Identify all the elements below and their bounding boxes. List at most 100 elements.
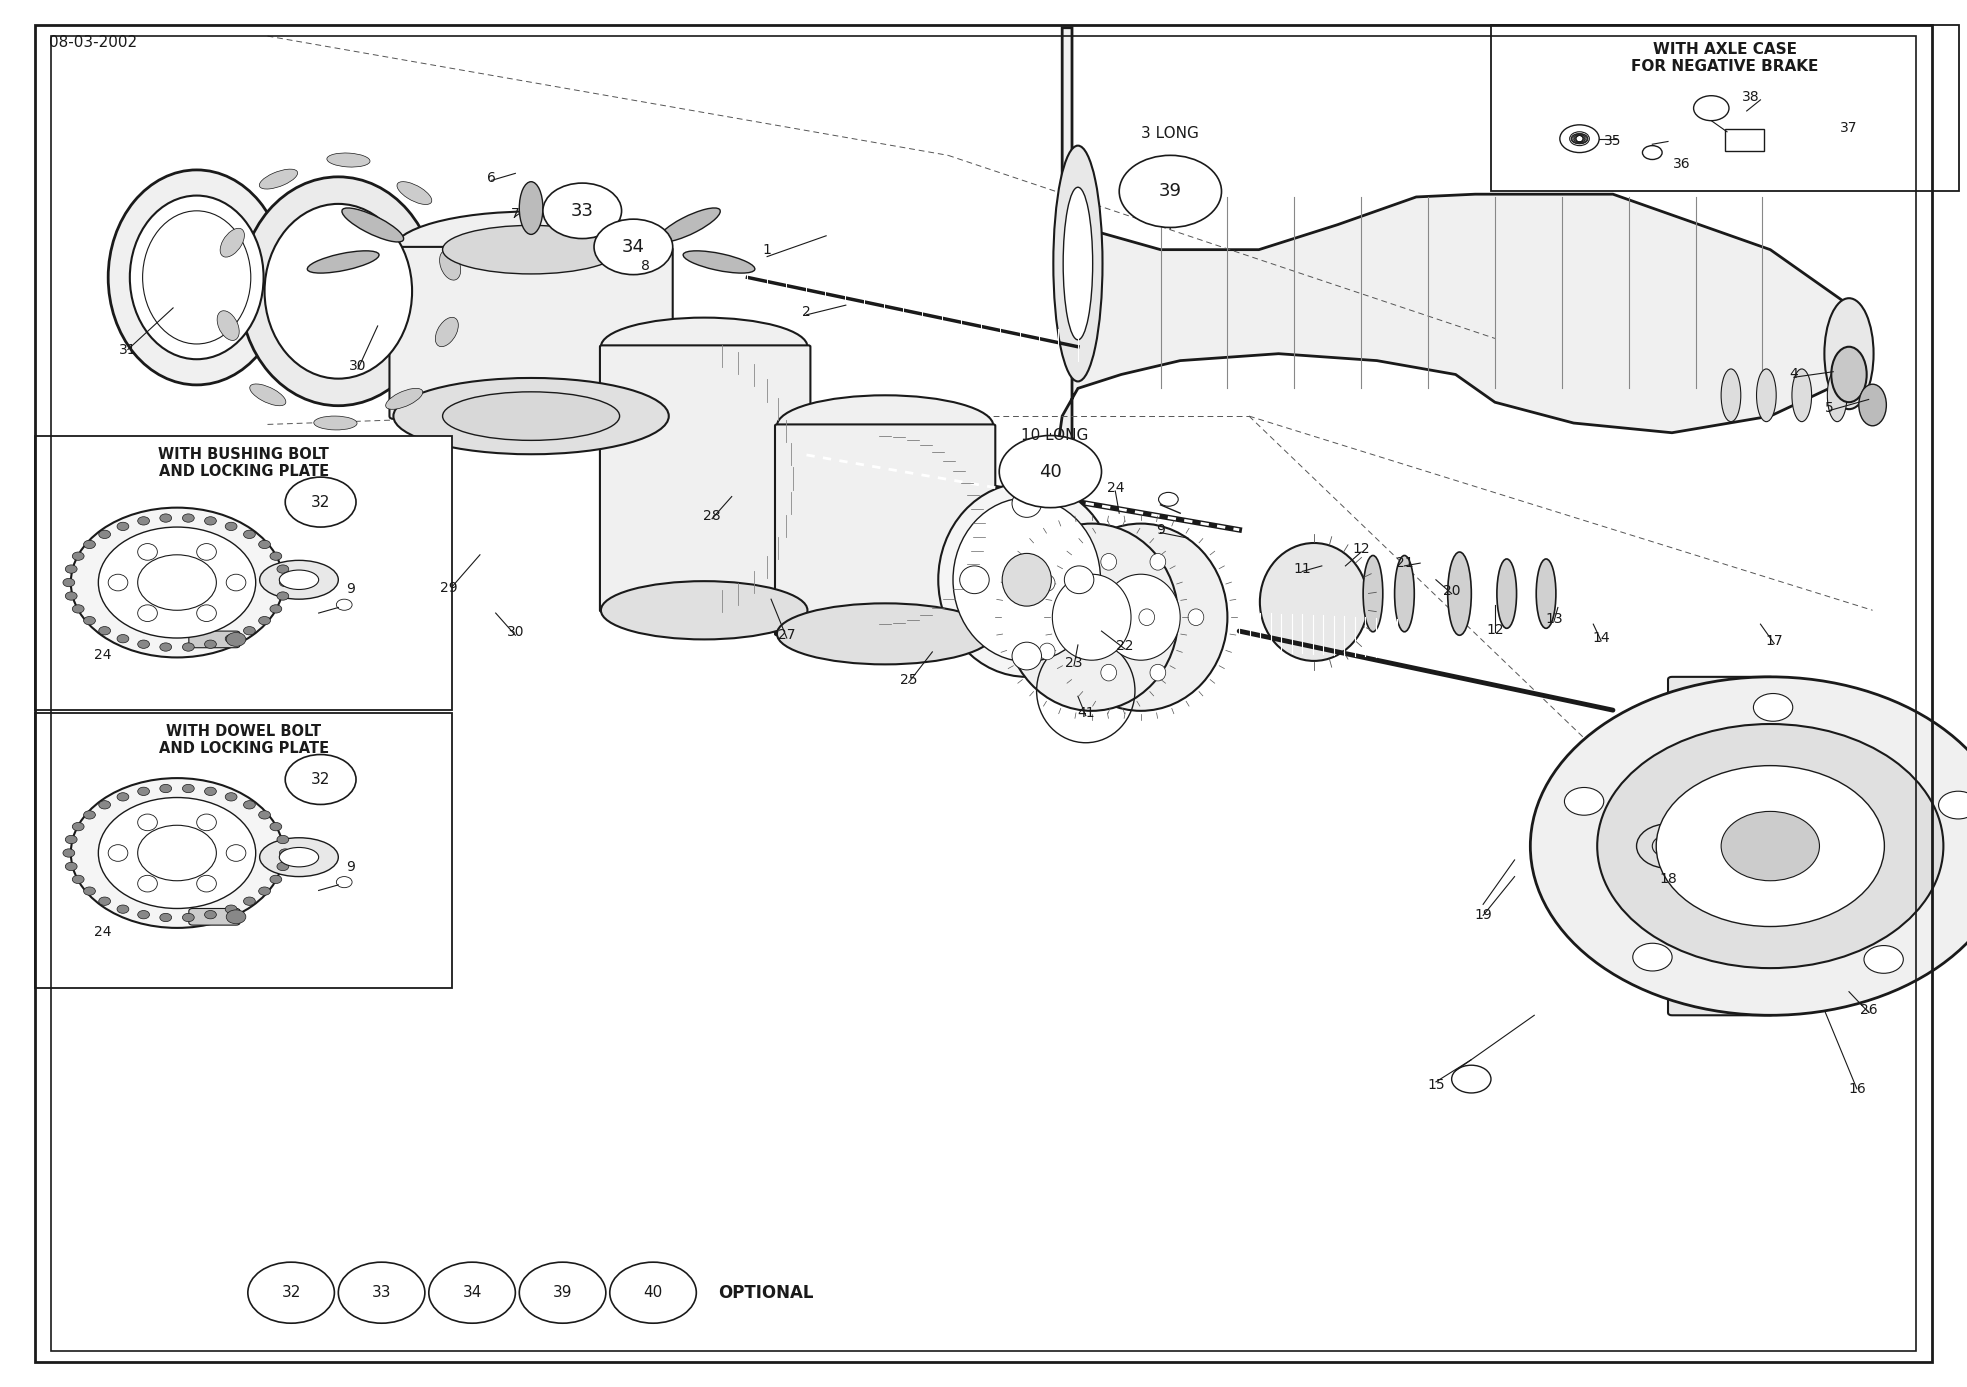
Circle shape bbox=[118, 523, 130, 531]
Text: 12: 12 bbox=[1353, 542, 1369, 556]
Ellipse shape bbox=[220, 229, 244, 257]
Circle shape bbox=[258, 886, 269, 895]
Ellipse shape bbox=[1859, 384, 1886, 426]
FancyBboxPatch shape bbox=[389, 247, 673, 419]
Text: 1: 1 bbox=[763, 243, 771, 257]
Ellipse shape bbox=[777, 395, 993, 456]
FancyBboxPatch shape bbox=[189, 908, 240, 925]
Ellipse shape bbox=[600, 581, 806, 639]
Ellipse shape bbox=[279, 847, 319, 867]
Circle shape bbox=[159, 642, 171, 651]
Circle shape bbox=[138, 517, 149, 526]
Circle shape bbox=[1633, 943, 1672, 971]
Text: 39: 39 bbox=[553, 1286, 572, 1300]
Ellipse shape bbox=[108, 574, 128, 591]
Ellipse shape bbox=[138, 544, 157, 560]
Ellipse shape bbox=[386, 388, 423, 409]
Ellipse shape bbox=[216, 311, 240, 340]
Circle shape bbox=[258, 811, 269, 820]
Text: 13: 13 bbox=[1546, 612, 1562, 626]
Circle shape bbox=[248, 1262, 334, 1323]
Circle shape bbox=[205, 788, 216, 796]
Text: 32: 32 bbox=[281, 1286, 301, 1300]
Text: 28: 28 bbox=[704, 509, 720, 523]
Text: 30: 30 bbox=[507, 626, 523, 639]
Text: 17: 17 bbox=[1766, 634, 1782, 648]
Ellipse shape bbox=[938, 483, 1115, 677]
Text: OPTIONAL: OPTIONAL bbox=[718, 1284, 814, 1301]
Ellipse shape bbox=[1039, 644, 1054, 660]
Text: 24: 24 bbox=[94, 648, 110, 662]
Text: 40: 40 bbox=[1039, 463, 1062, 480]
Ellipse shape bbox=[1011, 490, 1043, 517]
Ellipse shape bbox=[1139, 609, 1155, 626]
Text: 30: 30 bbox=[350, 359, 366, 373]
Ellipse shape bbox=[1062, 187, 1094, 340]
Text: 40: 40 bbox=[643, 1286, 663, 1300]
Circle shape bbox=[338, 1262, 425, 1323]
Text: 25: 25 bbox=[901, 673, 917, 687]
Circle shape bbox=[65, 592, 77, 601]
Circle shape bbox=[226, 632, 246, 646]
Text: 9: 9 bbox=[1157, 523, 1164, 537]
Circle shape bbox=[71, 508, 283, 657]
Ellipse shape bbox=[1823, 298, 1873, 409]
Bar bbox=[35, 713, 452, 988]
Circle shape bbox=[1721, 811, 1819, 881]
Circle shape bbox=[98, 798, 256, 908]
Ellipse shape bbox=[197, 875, 216, 892]
Text: 22: 22 bbox=[1117, 639, 1133, 653]
Ellipse shape bbox=[393, 211, 669, 287]
Ellipse shape bbox=[393, 379, 669, 455]
Ellipse shape bbox=[327, 153, 370, 166]
Text: 6: 6 bbox=[488, 171, 496, 184]
Ellipse shape bbox=[307, 251, 380, 273]
Circle shape bbox=[63, 578, 75, 587]
Text: 32: 32 bbox=[311, 771, 330, 788]
Ellipse shape bbox=[130, 196, 264, 359]
Ellipse shape bbox=[226, 574, 246, 591]
Circle shape bbox=[244, 530, 256, 538]
Text: 5: 5 bbox=[1825, 401, 1833, 415]
Circle shape bbox=[244, 800, 256, 809]
Text: 11: 11 bbox=[1292, 562, 1312, 576]
Ellipse shape bbox=[1827, 369, 1847, 422]
Ellipse shape bbox=[264, 204, 411, 379]
Circle shape bbox=[98, 627, 110, 635]
Ellipse shape bbox=[659, 208, 720, 241]
Ellipse shape bbox=[1052, 574, 1131, 660]
Ellipse shape bbox=[1497, 559, 1517, 628]
Text: 32: 32 bbox=[311, 494, 330, 510]
Text: 12: 12 bbox=[1487, 623, 1503, 637]
Circle shape bbox=[277, 863, 289, 871]
Circle shape bbox=[279, 849, 291, 857]
Circle shape bbox=[277, 835, 289, 843]
Ellipse shape bbox=[240, 178, 437, 405]
Text: 24: 24 bbox=[94, 925, 110, 939]
Ellipse shape bbox=[1088, 574, 1103, 591]
Circle shape bbox=[65, 565, 77, 573]
Text: 24: 24 bbox=[1107, 481, 1123, 495]
Ellipse shape bbox=[1259, 544, 1367, 662]
Circle shape bbox=[269, 605, 281, 613]
Text: 19: 19 bbox=[1473, 908, 1493, 922]
Circle shape bbox=[85, 616, 96, 624]
Circle shape bbox=[543, 183, 622, 239]
Ellipse shape bbox=[1039, 574, 1054, 591]
Text: 2: 2 bbox=[803, 305, 810, 319]
Circle shape bbox=[65, 863, 77, 871]
Ellipse shape bbox=[1054, 524, 1227, 710]
Circle shape bbox=[205, 910, 216, 918]
Circle shape bbox=[610, 1262, 696, 1323]
Ellipse shape bbox=[1792, 369, 1812, 422]
Ellipse shape bbox=[1757, 369, 1776, 422]
Circle shape bbox=[183, 515, 195, 523]
Text: WITH DOWEL BOLT
AND LOCKING PLATE: WITH DOWEL BOLT AND LOCKING PLATE bbox=[159, 724, 328, 756]
Ellipse shape bbox=[960, 566, 989, 594]
Ellipse shape bbox=[683, 251, 755, 273]
Circle shape bbox=[85, 541, 96, 549]
Circle shape bbox=[269, 822, 281, 831]
FancyBboxPatch shape bbox=[600, 345, 810, 612]
Circle shape bbox=[98, 530, 110, 538]
Circle shape bbox=[269, 552, 281, 560]
